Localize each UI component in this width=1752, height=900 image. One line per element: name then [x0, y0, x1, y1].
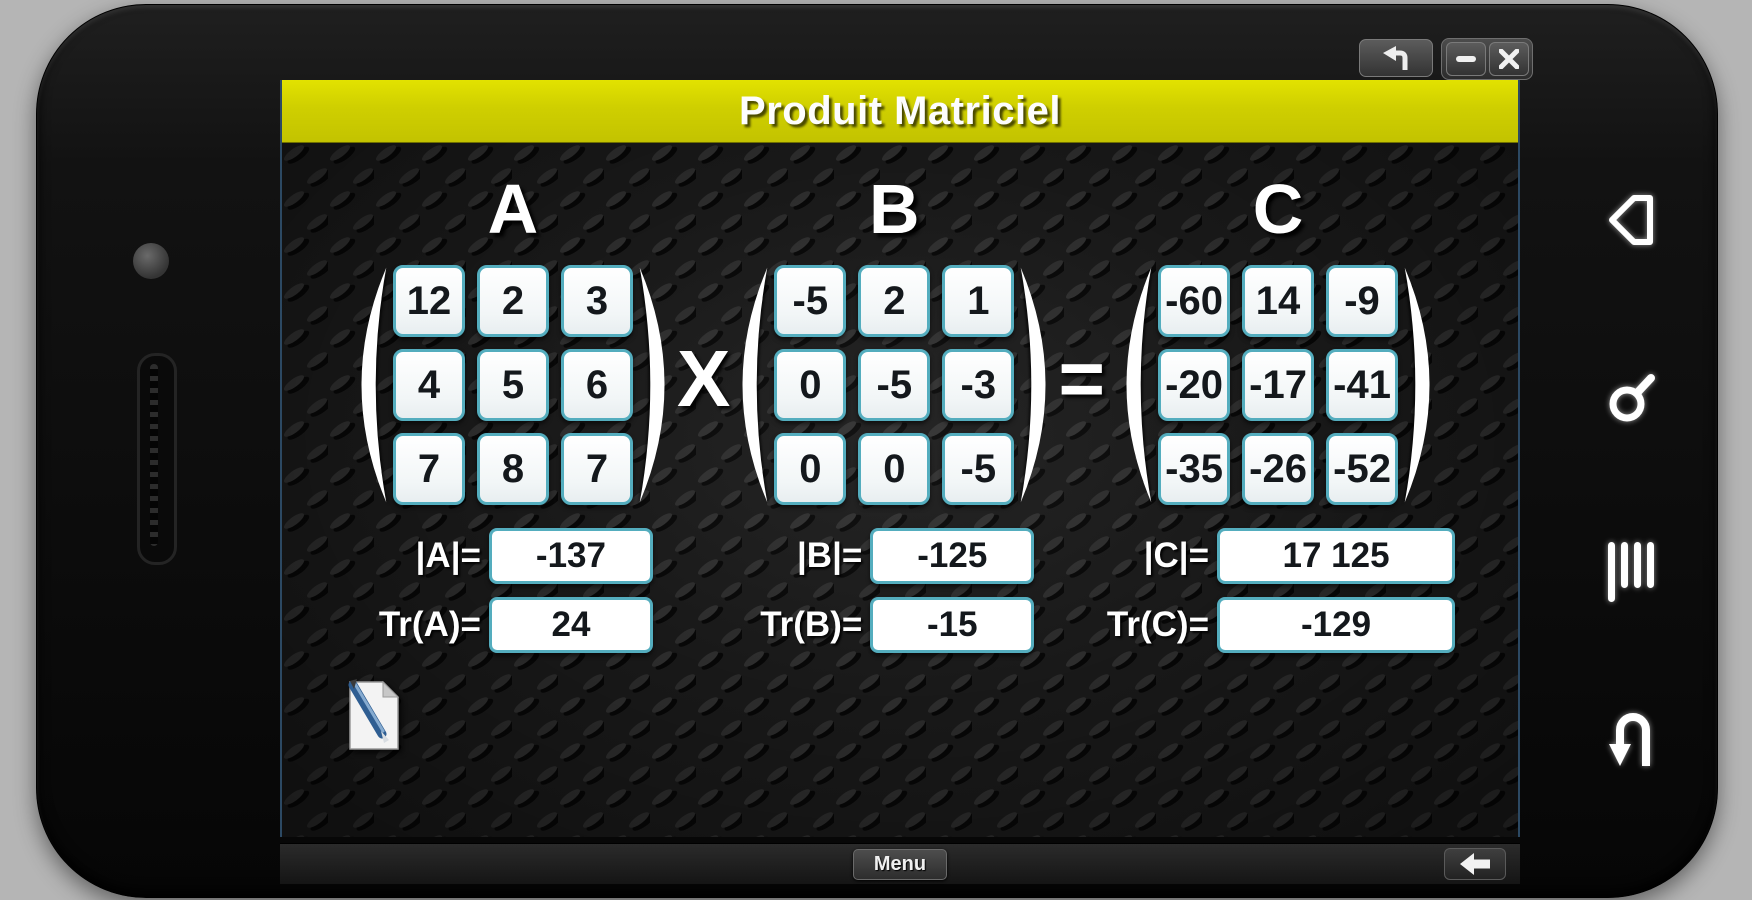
hardware-menu-button[interactable] — [1589, 529, 1675, 615]
bottom-back-button[interactable] — [1444, 848, 1506, 880]
matrix-group-c: C -60 14 -9 -20 -17 -41 — [1101, 159, 1456, 653]
trace-b-value: -15 — [870, 597, 1035, 653]
hardware-search-button[interactable] — [1589, 355, 1675, 441]
rotate-screen-icon — [1383, 46, 1408, 70]
app-title: Produit Matriciel — [739, 88, 1061, 133]
return-icon — [1609, 713, 1650, 766]
matrix-cell[interactable]: -3 — [942, 349, 1015, 421]
app-titlebar: Produit Matriciel — [282, 80, 1518, 143]
matrix-cell: -17 — [1242, 349, 1315, 421]
note-edit-button[interactable] — [340, 677, 406, 756]
matrix-cell[interactable]: 3 — [560, 265, 633, 337]
matrix-cell: -26 — [1242, 433, 1315, 505]
matrix-cell: -41 — [1326, 349, 1399, 421]
matrix-cell[interactable]: 8 — [476, 433, 549, 505]
matrix-cell[interactable]: -5 — [942, 433, 1015, 505]
matrix-a-label: A — [487, 170, 539, 248]
matrix-c-label: C — [1252, 170, 1304, 248]
determinant-c-label: |C|= — [1143, 536, 1210, 575]
menu-icon — [1608, 542, 1654, 602]
search-icon — [1609, 374, 1655, 422]
menu-button[interactable]: Menu — [852, 848, 948, 880]
right-paren-icon — [1404, 267, 1430, 503]
right-paren-icon — [1021, 267, 1046, 503]
matrix-area: A 12 2 3 4 5 6 — [282, 143, 1518, 653]
trace-a-label: Tr(A)= — [378, 605, 481, 644]
rotate-screen-button[interactable] — [1359, 39, 1433, 77]
camera-dot — [133, 243, 169, 279]
matrix-cell[interactable]: 2 — [476, 265, 549, 337]
matrix-cell[interactable]: 7 — [560, 433, 633, 505]
left-paren-icon — [361, 267, 387, 503]
matrix-cell: -35 — [1158, 433, 1231, 505]
determinant-a-label: |A|= — [415, 536, 481, 575]
matrix-cell: -60 — [1158, 265, 1231, 337]
matrix-cell[interactable]: 0 — [774, 349, 847, 421]
matrix-cell[interactable]: 2 — [858, 265, 931, 337]
right-paren-icon — [639, 267, 665, 503]
note-edit-icon — [348, 679, 400, 750]
matrix-b-grid: -5 2 1 0 -5 -3 0 0 -5 — [774, 265, 1015, 505]
window-buttons-group — [1441, 38, 1533, 80]
determinant-b-value: -125 — [870, 528, 1035, 584]
app-screen: Produit Matriciel — [280, 80, 1520, 837]
speaker-grille — [137, 353, 177, 565]
matrix-cell[interactable]: -5 — [858, 349, 931, 421]
determinant-b-label: |B|= — [797, 536, 863, 575]
minimize-icon — [1455, 56, 1476, 62]
trace-c-value: -129 — [1217, 597, 1456, 653]
matrix-c-grid: -60 14 -9 -20 -17 -41 -35 -26 -52 — [1158, 265, 1399, 505]
close-icon — [1498, 49, 1519, 69]
matrix-group-b: B -5 2 1 0 -5 -3 — [726, 159, 1062, 653]
matrix-cell[interactable]: 5 — [476, 349, 549, 421]
emulator-bottom-bar: Menu — [280, 843, 1520, 884]
matrix-cell[interactable]: 6 — [560, 349, 633, 421]
matrix-group-a: A 12 2 3 4 5 6 — [345, 159, 681, 653]
trace-a-value: 24 — [488, 597, 653, 653]
left-arrow-icon — [1460, 853, 1490, 875]
matrix-cell[interactable]: 7 — [392, 433, 465, 505]
matrix-cell[interactable]: 0 — [774, 433, 847, 505]
matrix-cell: -52 — [1326, 433, 1399, 505]
close-button[interactable] — [1488, 42, 1529, 76]
back-icon — [1609, 195, 1653, 245]
trace-b-label: Tr(B)= — [760, 605, 863, 644]
hardware-back-button[interactable] — [1589, 177, 1675, 263]
phone-frame: Produit Matriciel — [36, 4, 1718, 898]
matrix-cell: -9 — [1326, 265, 1399, 337]
app-content: A 12 2 3 4 5 6 — [282, 143, 1518, 837]
trace-c-label: Tr(C)= — [1106, 605, 1210, 644]
determinant-c-value: 17 125 — [1217, 528, 1456, 584]
matrix-b-label: B — [869, 170, 920, 248]
minimize-button[interactable] — [1445, 42, 1486, 76]
matrix-cell[interactable]: 4 — [392, 349, 465, 421]
left-paren-icon — [742, 267, 768, 503]
multiply-operator: X — [676, 334, 731, 423]
matrix-cell: -20 — [1158, 349, 1231, 421]
matrix-a-grid: 12 2 3 4 5 6 7 8 7 — [392, 265, 633, 505]
matrix-cell: 14 — [1242, 265, 1315, 337]
matrix-cell[interactable]: 1 — [942, 265, 1015, 337]
determinant-a-value: -137 — [488, 528, 653, 584]
equals-operator: = — [1058, 334, 1106, 423]
matrix-cell[interactable]: 12 — [392, 265, 465, 337]
matrix-cell[interactable]: -5 — [774, 265, 847, 337]
left-paren-icon — [1126, 267, 1152, 503]
matrix-cell[interactable]: 0 — [858, 433, 931, 505]
hardware-return-button[interactable] — [1589, 693, 1675, 779]
